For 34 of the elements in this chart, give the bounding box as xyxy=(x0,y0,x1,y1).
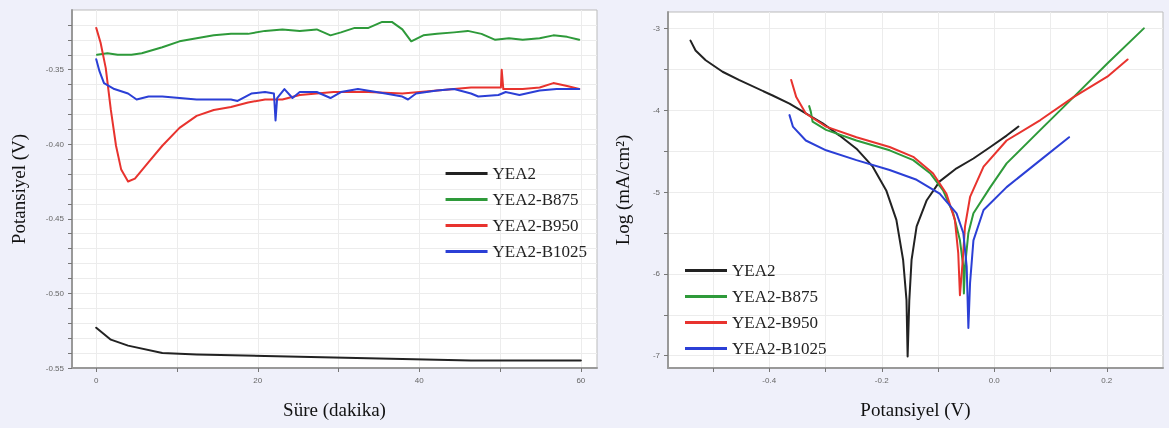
legend-label: YEA2-B950 xyxy=(492,216,579,235)
y-axis-title: Potansiyel (V) xyxy=(8,133,30,245)
x-tick-label: -0.2 xyxy=(874,375,890,385)
y-tick-label: -7 xyxy=(652,351,661,361)
x-tick-label: 0.0 xyxy=(988,375,1001,385)
legend-label: YEA2-B875 xyxy=(492,190,579,209)
line-series xyxy=(95,326,582,362)
y-tick-label: -6 xyxy=(652,269,661,279)
line-series xyxy=(96,20,581,56)
x-tick-label: 0 xyxy=(94,375,99,385)
legend-label: YEA2-B875 xyxy=(732,287,818,306)
x-tick-label: 20 xyxy=(253,375,263,385)
legend-label: YEA2-B950 xyxy=(732,313,818,332)
legend-label: YEA2-B1025 xyxy=(732,339,827,358)
y-tick-label: -0.40 xyxy=(45,139,65,149)
y-tick-label: -3 xyxy=(652,23,661,33)
x-axis-title: Süre (dakika) xyxy=(283,399,386,421)
y-tick-label: -4 xyxy=(652,105,661,115)
y-axis-title: Log (mA/cm²) xyxy=(612,134,634,246)
y-tick-label: -0.35 xyxy=(45,65,65,75)
legend-label: YEA2 xyxy=(732,261,776,280)
x-tick-label: 60 xyxy=(576,375,586,385)
x-tick-label: 0.2 xyxy=(1101,375,1113,385)
y-tick-label: -0.50 xyxy=(45,288,65,298)
y-tick-label: -5 xyxy=(652,187,661,197)
x-tick-label: -0.4 xyxy=(762,375,777,385)
legend-label: YEA2-B1025 xyxy=(492,242,588,261)
line-series xyxy=(95,58,581,122)
y-tick-label: -0.55 xyxy=(45,363,65,373)
y-tick-label: -0.45 xyxy=(45,214,65,224)
x-tick-label: 40 xyxy=(414,375,425,385)
line-series xyxy=(689,39,1020,358)
legend-label: YEA2 xyxy=(492,164,537,183)
x-axis-title: Potansiyel (V) xyxy=(860,399,971,421)
